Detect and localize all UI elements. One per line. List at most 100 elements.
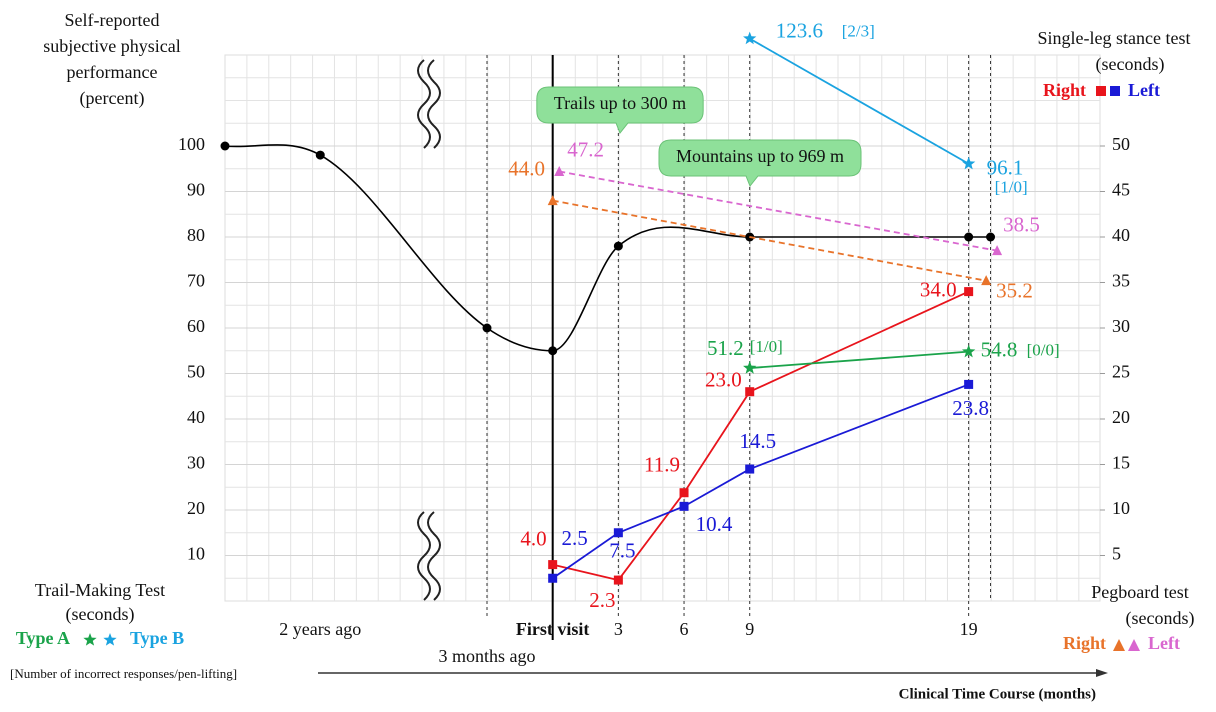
- y-tick-label: 10: [187, 544, 205, 564]
- legend-label: Type A: [16, 628, 70, 648]
- x-tick-label: 3: [614, 619, 623, 639]
- value-note: [1/0]: [750, 337, 783, 356]
- point: [964, 232, 974, 242]
- y-label: performance: [67, 62, 158, 82]
- callout: [536, 86, 704, 134]
- legend-swatch: [83, 633, 117, 646]
- y2-tick-label: 15: [1112, 453, 1130, 473]
- y2-tick-label: 25: [1112, 362, 1130, 382]
- legend-label: Type B: [130, 628, 184, 648]
- y-tick-label: 80: [187, 225, 205, 245]
- note: [Number of incorrect responses/pen-lifti…: [10, 666, 237, 681]
- legend-swatch: [1128, 639, 1140, 651]
- value-label: 123.6: [776, 18, 823, 42]
- value-label: 35.2: [996, 278, 1033, 302]
- value-label: 38.5: [1003, 212, 1040, 236]
- legend-swatch: [83, 633, 97, 646]
- axis-break: [417, 59, 441, 601]
- grid: [224, 54, 1105, 640]
- point: [548, 573, 558, 583]
- y2-tick-label: 10: [1112, 498, 1130, 518]
- value-label: 4.0: [520, 526, 546, 550]
- point: [554, 165, 565, 176]
- point: [964, 379, 974, 389]
- series-line: [559, 170, 998, 252]
- y2-tick-label: 35: [1112, 271, 1130, 291]
- x-tick-label: 2 years ago: [279, 619, 361, 639]
- x-tick-label: 19: [960, 619, 978, 639]
- legend-title: (seconds): [66, 604, 135, 625]
- value-note: [1/0]: [995, 178, 1028, 197]
- x-tick-label: 9: [745, 619, 754, 639]
- legend-swatch: [1113, 639, 1125, 651]
- legend-title: Trail-Making Test: [35, 580, 165, 600]
- point: [961, 156, 976, 170]
- value-note: [0/0]: [1027, 341, 1060, 360]
- legend-title: (seconds): [1126, 608, 1195, 629]
- plot: 10 20 30 40 50 60 70 80 90 100 5 10 15 20 25 30 35 40 45 50…: [178, 18, 1130, 666]
- point: [981, 275, 992, 286]
- x-tick-label: 3 months ago: [439, 646, 536, 666]
- point: [220, 141, 230, 151]
- y-tick-label: 40: [187, 407, 205, 427]
- point: [743, 31, 757, 45]
- value-label: 10.4: [696, 512, 733, 536]
- callout-text: Mountains up to 969 m: [676, 146, 844, 166]
- value-label: 23.0: [705, 368, 742, 392]
- y2-label: Single-leg stance test: [1038, 28, 1191, 48]
- y-tick-label: 50: [187, 362, 205, 382]
- value-label: 11.9: [644, 453, 680, 477]
- value-label: 51.2: [707, 336, 744, 360]
- legend-label: Right: [1063, 633, 1106, 653]
- point: [315, 150, 325, 160]
- legend-swatch: [1096, 86, 1106, 96]
- x-tick-label: 6: [680, 619, 689, 639]
- y-tick-label: 100: [178, 134, 205, 154]
- time-arrow-head: [1096, 669, 1108, 677]
- legend-swatch: [1110, 86, 1120, 96]
- y-tick-label: 70: [187, 271, 205, 291]
- point: [548, 346, 558, 356]
- point: [743, 361, 757, 374]
- x-label: Clinical Time Course (months): [899, 686, 1096, 702]
- legend-title: Pegboard test: [1091, 582, 1188, 602]
- point: [547, 195, 558, 206]
- y-tick-label: 20: [187, 498, 205, 518]
- point: [992, 245, 1003, 256]
- callout: [658, 139, 862, 187]
- y-tick-label: 60: [187, 316, 205, 336]
- value-label: 44.0: [508, 156, 545, 180]
- point: [548, 560, 558, 570]
- y-tick-label: 30: [187, 453, 205, 473]
- point: [679, 501, 689, 511]
- point: [986, 232, 996, 242]
- legend-label: Left: [1128, 80, 1160, 100]
- x-tick-label: First visit: [516, 619, 590, 639]
- legend-label: Left: [1148, 633, 1180, 653]
- point: [613, 241, 623, 251]
- y2-label: (seconds): [1096, 54, 1165, 75]
- point: [482, 323, 492, 333]
- series-line: [224, 144, 991, 352]
- y-label: (percent): [80, 88, 145, 109]
- y2-tick-label: 5: [1112, 544, 1121, 564]
- point: [679, 488, 689, 498]
- y-label: Self-reported: [65, 10, 160, 30]
- y2-tick-label: 45: [1112, 180, 1130, 200]
- y2-tick-label: 30: [1112, 316, 1130, 336]
- y-tick-label: 90: [187, 180, 205, 200]
- series-line: [749, 37, 970, 165]
- value-label: 7.5: [609, 539, 635, 563]
- point: [964, 287, 974, 297]
- series-line: [552, 199, 987, 282]
- point: [745, 464, 755, 474]
- y2-tick-label: 40: [1112, 225, 1130, 245]
- point: [745, 387, 755, 397]
- value-label: 2.5: [562, 526, 588, 550]
- series-line: [749, 350, 969, 369]
- y2-tick-label: 50: [1112, 134, 1130, 154]
- value-label: 23.8: [952, 396, 989, 420]
- value-note: [2/3]: [842, 22, 875, 41]
- y2-tick-label: 20: [1112, 407, 1130, 427]
